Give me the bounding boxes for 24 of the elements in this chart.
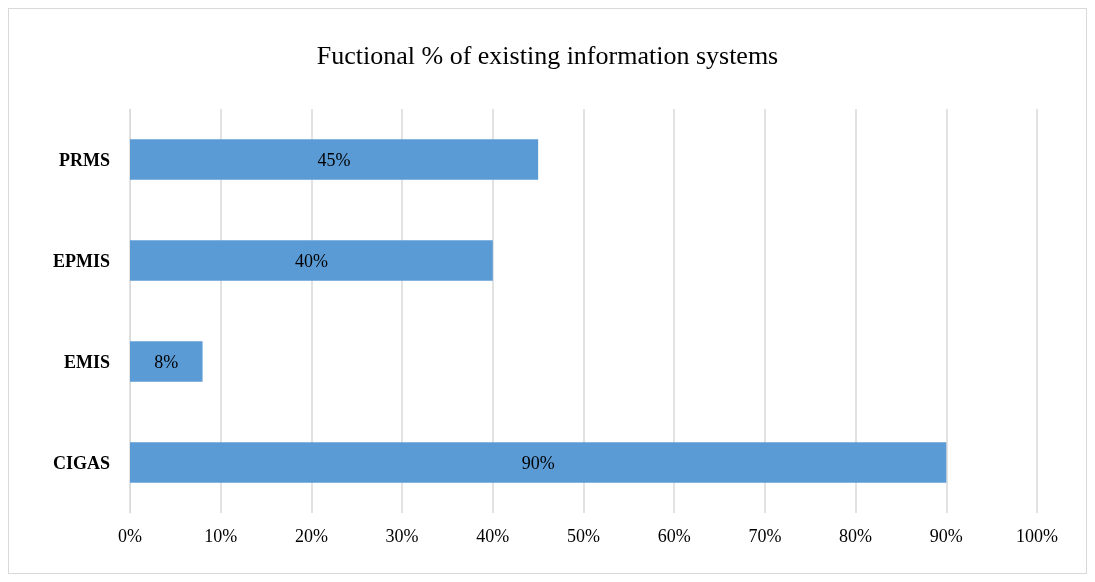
x-tick-label: 70%	[748, 526, 782, 546]
x-tick-label: 80%	[839, 526, 873, 546]
x-tick-label: 0%	[118, 526, 142, 546]
x-tick-label: 10%	[204, 526, 238, 546]
x-tick-label: 20%	[294, 526, 328, 546]
y-tick-label: PRMS	[59, 149, 110, 170]
x-tick-label: 30%	[385, 526, 419, 546]
x-tick-label: 100%	[1016, 526, 1058, 546]
data-label: 40%	[294, 250, 328, 271]
bar	[130, 341, 203, 382]
bar	[130, 240, 493, 281]
data-label: 8%	[154, 351, 179, 372]
x-tick-label: 60%	[657, 526, 691, 546]
bar	[130, 442, 947, 483]
x-tick-label: 50%	[567, 526, 600, 546]
bar	[130, 139, 539, 180]
x-tick-label: 40%	[476, 526, 510, 546]
y-tick-label: CIGAS	[52, 452, 110, 473]
data-label: 45%	[317, 149, 351, 170]
data-label: 90%	[521, 452, 555, 473]
x-tick-label: 90%	[929, 526, 963, 546]
y-tick-label: EPMIS	[52, 250, 110, 271]
chart-title: Fuctional % of existing information systems	[316, 40, 779, 70]
y-tick-label: EMIS	[63, 351, 110, 372]
